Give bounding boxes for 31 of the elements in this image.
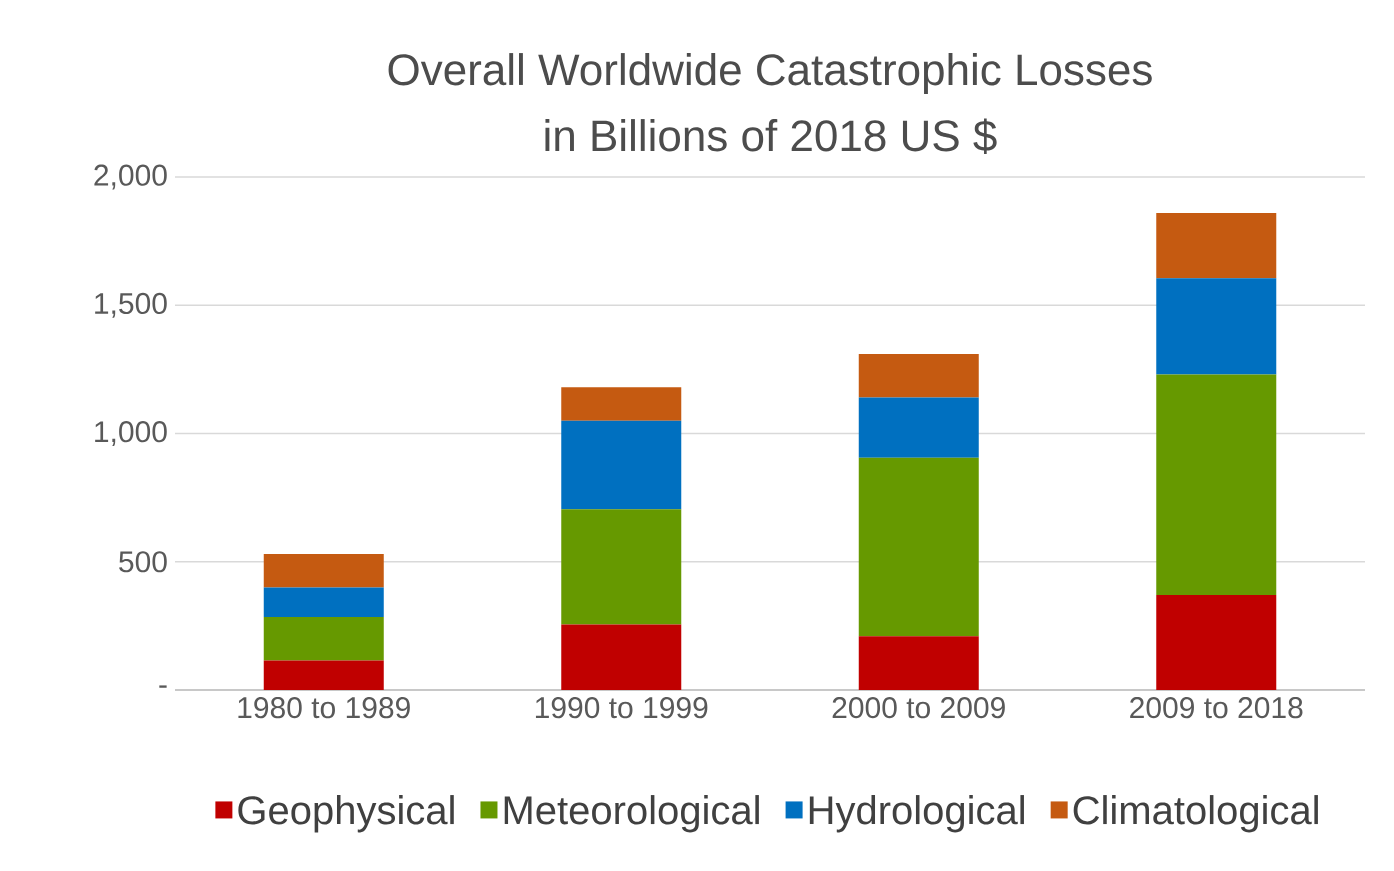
y-tick-label: 500 — [119, 551, 167, 573]
bar — [263, 616, 384, 661]
bar — [263, 587, 384, 617]
legend-label: Climatological — [1073, 795, 1318, 833]
legend-label: Meteorological — [504, 795, 759, 833]
legend-label: Geophysical — [238, 795, 454, 833]
bar — [263, 554, 384, 588]
x-tick-label: 1980 to 1989 — [238, 697, 410, 719]
bar — [561, 509, 682, 625]
y-tick-label: 2,000 — [94, 164, 167, 190]
y-tick-label: - — [159, 685, 167, 688]
y-tick-label: 1,500 — [95, 292, 167, 318]
bar — [1156, 212, 1277, 279]
bar — [858, 636, 979, 690]
bar — [1156, 595, 1277, 690]
x-tick-label: 2000 to 2009 — [832, 697, 1005, 719]
x-tick-label: 2009 to 2018 — [1130, 697, 1303, 719]
bar — [1156, 278, 1277, 375]
chart-title: Overall Worldwide Catastrophic Losses — [388, 53, 1152, 95]
chart-subtitle: in Billions of 2018 US $ — [545, 118, 997, 155]
bar — [561, 387, 682, 421]
legend-label: Hydrological — [809, 795, 1024, 833]
bar — [858, 353, 979, 398]
bar — [561, 624, 682, 690]
bar — [858, 397, 979, 458]
bar — [561, 420, 682, 510]
y-tick-label: 1,000 — [95, 421, 167, 446]
bar — [858, 457, 979, 637]
x-tick-label: 1990 to 1999 — [535, 697, 708, 719]
bar — [263, 660, 384, 690]
bar — [1156, 374, 1277, 596]
